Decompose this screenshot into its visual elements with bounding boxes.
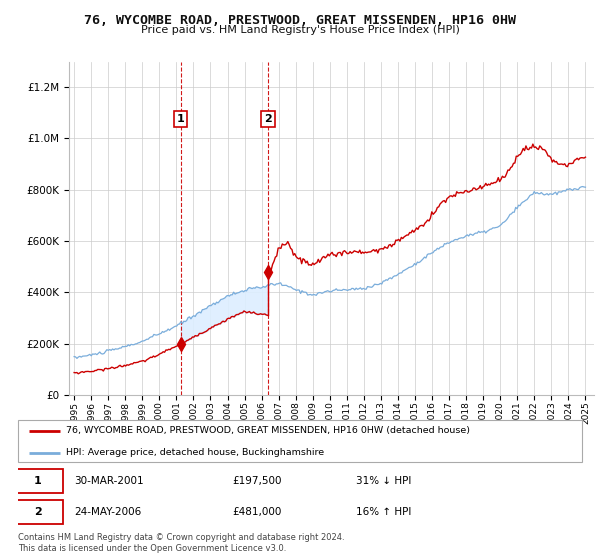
Text: 24-MAY-2006: 24-MAY-2006 [74, 507, 142, 517]
Text: 31% ↓ HPI: 31% ↓ HPI [356, 476, 412, 486]
Text: 2: 2 [264, 114, 272, 124]
FancyBboxPatch shape [13, 469, 63, 493]
Text: £481,000: £481,000 [232, 507, 281, 517]
Text: Price paid vs. HM Land Registry's House Price Index (HPI): Price paid vs. HM Land Registry's House … [140, 25, 460, 35]
Text: 16% ↑ HPI: 16% ↑ HPI [356, 507, 412, 517]
Text: Contains HM Land Registry data © Crown copyright and database right 2024.
This d: Contains HM Land Registry data © Crown c… [18, 533, 344, 553]
Text: HPI: Average price, detached house, Buckinghamshire: HPI: Average price, detached house, Buck… [66, 448, 324, 458]
FancyBboxPatch shape [18, 420, 582, 462]
Text: 1: 1 [34, 476, 41, 486]
FancyBboxPatch shape [13, 500, 63, 524]
Text: 30-MAR-2001: 30-MAR-2001 [74, 476, 144, 486]
Text: £197,500: £197,500 [232, 476, 282, 486]
Text: 1: 1 [177, 114, 185, 124]
Text: 2: 2 [34, 507, 41, 517]
Text: 76, WYCOMBE ROAD, PRESTWOOD, GREAT MISSENDEN, HP16 0HW (detached house): 76, WYCOMBE ROAD, PRESTWOOD, GREAT MISSE… [66, 426, 470, 435]
Text: 76, WYCOMBE ROAD, PRESTWOOD, GREAT MISSENDEN, HP16 0HW: 76, WYCOMBE ROAD, PRESTWOOD, GREAT MISSE… [84, 14, 516, 27]
